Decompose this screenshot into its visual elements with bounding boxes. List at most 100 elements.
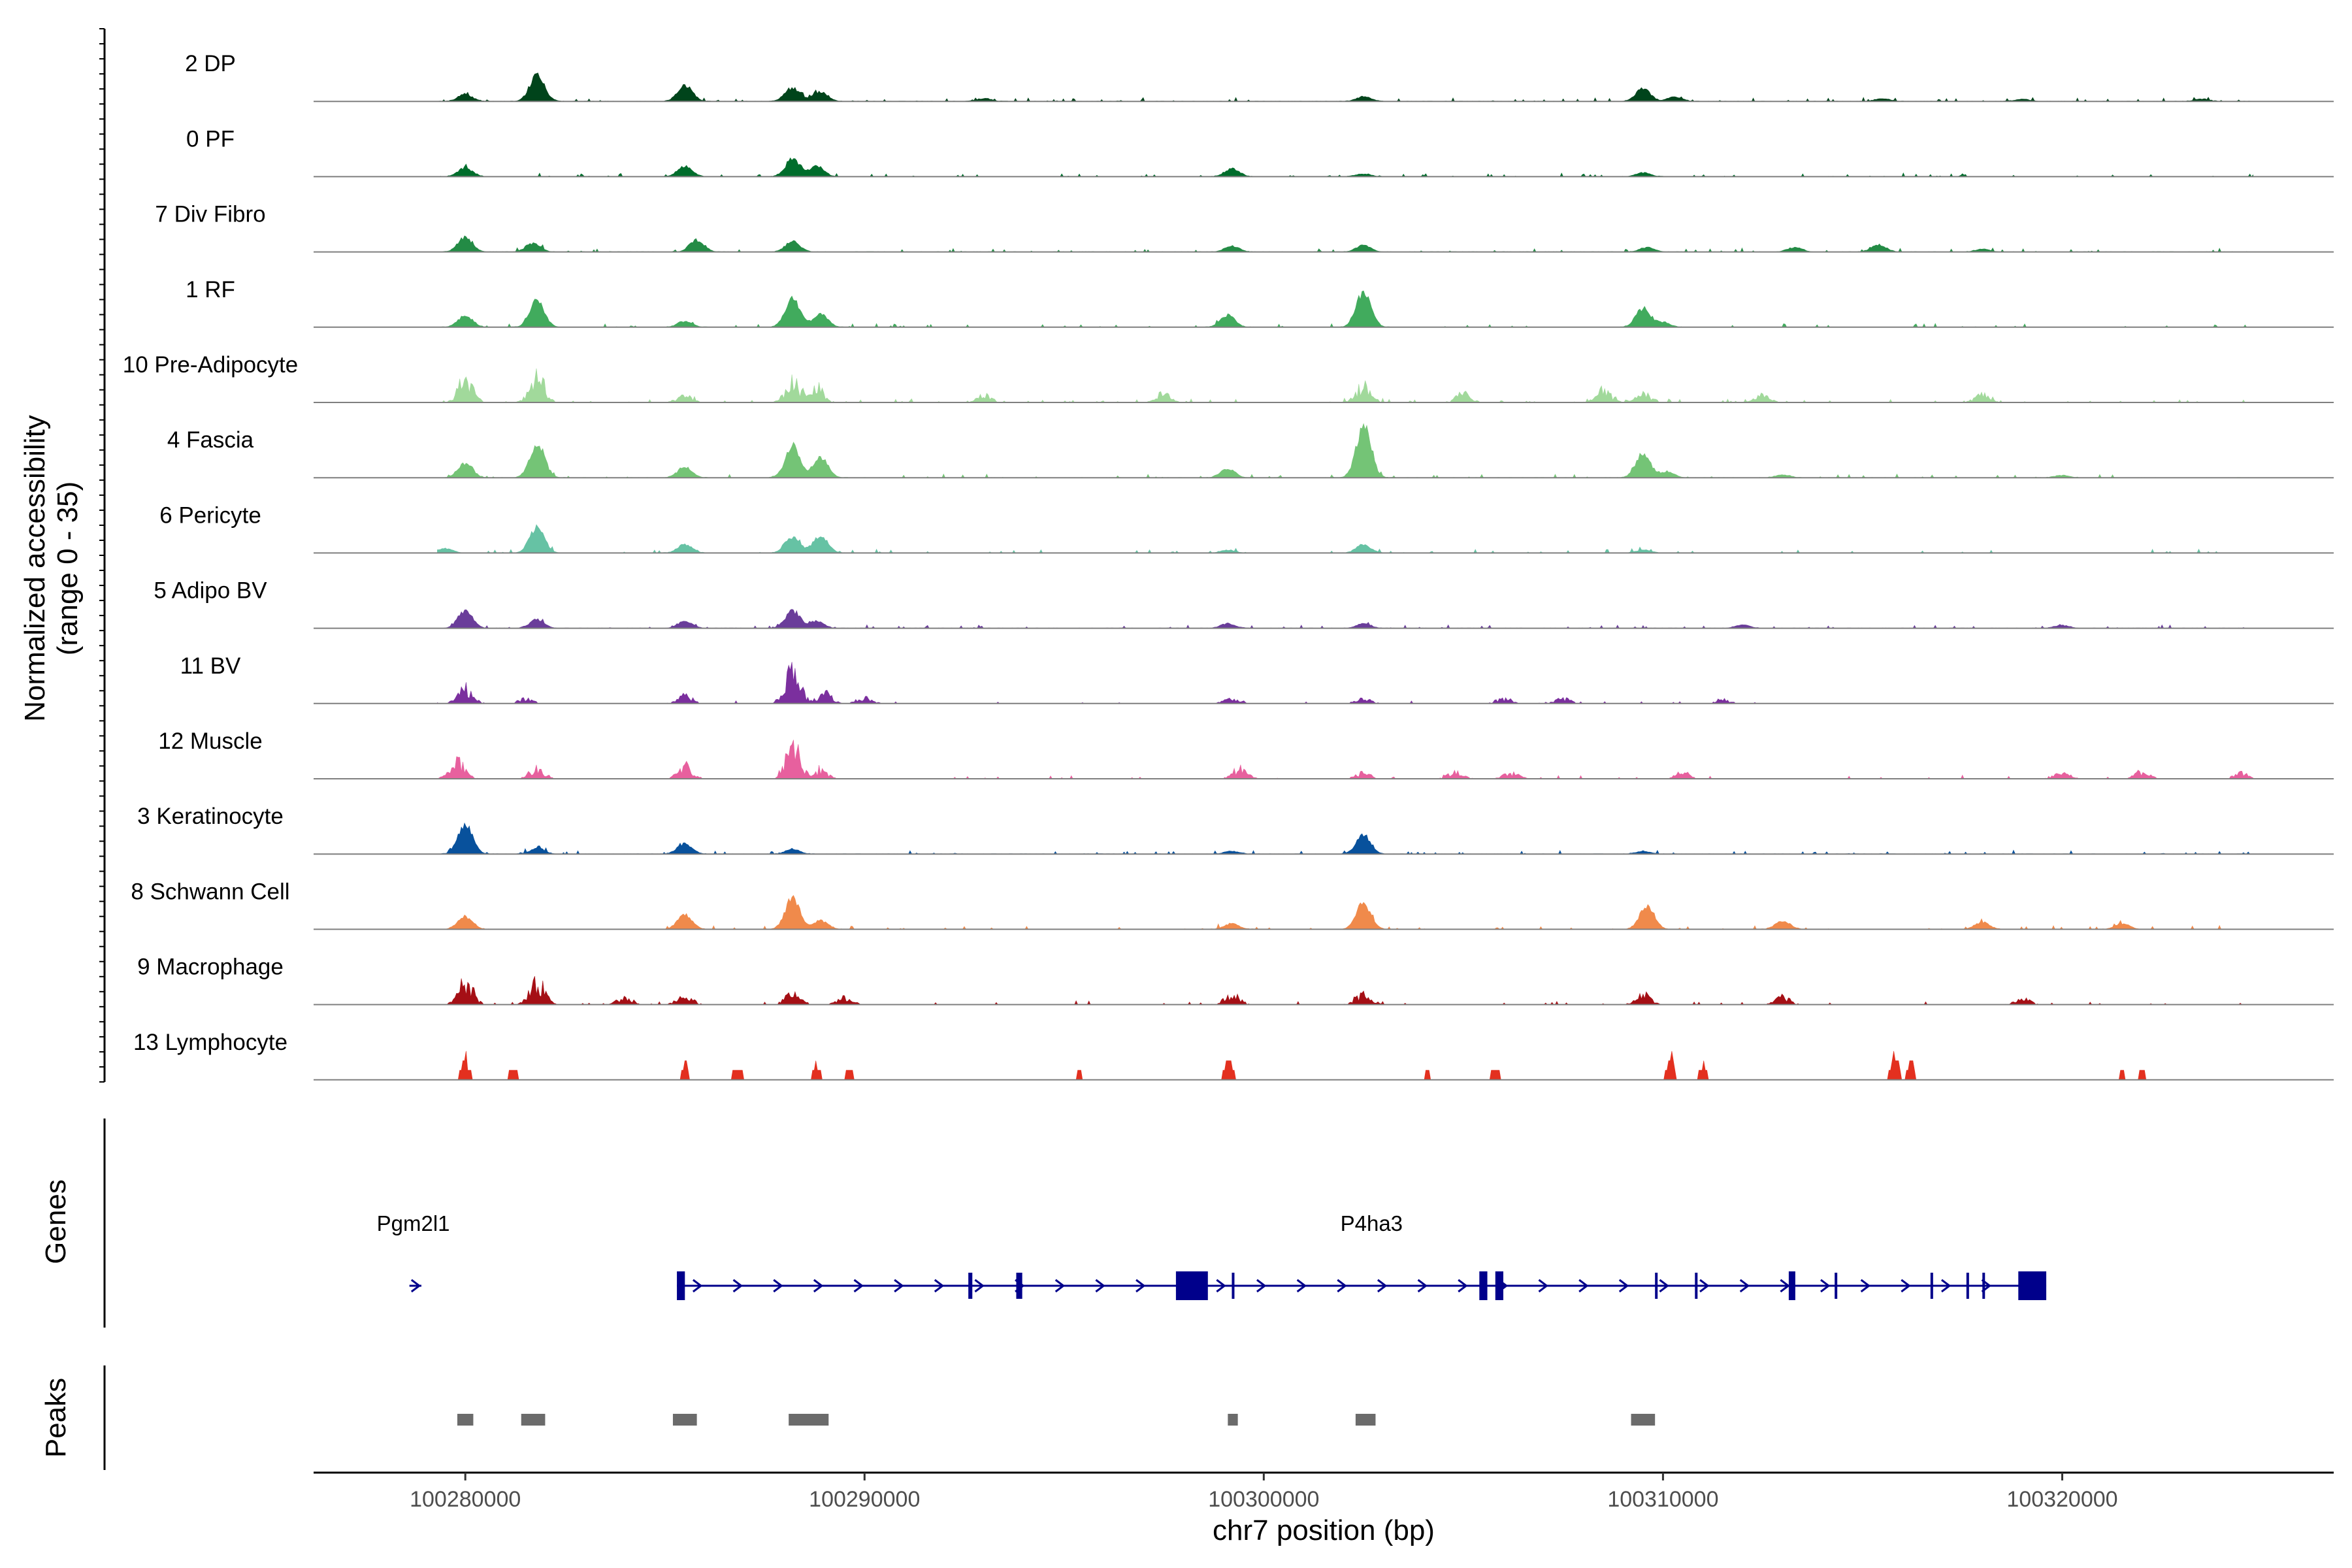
coverage-area	[437, 740, 2253, 779]
track-3: 1 RF	[186, 277, 2334, 328]
coverage-area	[437, 290, 2253, 328]
track-5: 4 Fascia	[167, 423, 2334, 479]
strand-arrow	[1337, 1279, 1347, 1293]
x-tick-label: 100300000	[1208, 1487, 1319, 1512]
y-axis-range: (range 0 - 35)	[52, 482, 84, 656]
coverage-area	[437, 423, 2253, 478]
gene-exon	[1495, 1271, 1503, 1300]
strand-arrow	[1901, 1279, 1911, 1293]
track-label: 10 Pre-Adipocyte	[123, 352, 298, 378]
coverage-area	[437, 157, 2253, 177]
strand-arrow	[853, 1279, 864, 1293]
gene-pgm2l1: Pgm2l1	[377, 1211, 450, 1293]
strand-arrow	[773, 1279, 783, 1293]
track-label: 8 Schwann Cell	[131, 879, 289, 904]
track-6: 6 Pericyte	[159, 502, 2334, 554]
strand-arrow	[1095, 1279, 1105, 1293]
gene-exon	[1175, 1271, 1208, 1300]
strand-arrow	[1699, 1279, 1710, 1293]
coverage-area	[437, 524, 2253, 553]
genes-track-title: Genes	[40, 1179, 72, 1264]
gene-exon	[1479, 1271, 1488, 1300]
track-11: 8 Schwann Cell	[131, 879, 2334, 930]
track-label: 0 PF	[186, 126, 235, 152]
track-label: 12 Muscle	[158, 728, 263, 754]
gene-exon-small	[1232, 1273, 1235, 1299]
track-label: 13 Lymphocyte	[133, 1030, 287, 1055]
strand-arrow	[813, 1279, 824, 1293]
track-2: 7 Div Fibro	[155, 202, 2334, 253]
track-1: 0 PF	[186, 126, 2334, 178]
y-axis-title: Normalized accessibility	[19, 415, 51, 721]
peaks-track-title: Peaks	[40, 1378, 72, 1458]
x-tick-label: 100290000	[809, 1487, 920, 1512]
peak-region	[1631, 1414, 1656, 1426]
y-axis	[99, 28, 106, 1083]
coverage-area	[437, 662, 1782, 704]
track-label: 6 Pericyte	[159, 502, 261, 528]
coverage-area	[437, 609, 2253, 629]
track-label: 7 Div Fibro	[155, 202, 265, 227]
strand-arrow	[410, 1279, 421, 1293]
gene-exon	[2018, 1271, 2047, 1300]
peaks-track	[103, 1365, 1656, 1470]
gene-exon-small	[968, 1273, 973, 1299]
coverage-area	[437, 894, 2253, 930]
peak-region	[457, 1414, 474, 1426]
gene-exon-small	[1655, 1273, 1658, 1299]
gene-exon-small	[1695, 1273, 1698, 1299]
track-9: 12 Muscle	[158, 728, 2334, 779]
coverage-area	[437, 73, 2253, 102]
strand-arrow	[1538, 1279, 1548, 1293]
gene-exon-small	[1930, 1273, 1933, 1299]
strand-arrow	[732, 1279, 743, 1293]
track-label: 3 Keratinocyte	[137, 804, 284, 829]
gene-label: P4ha3	[1341, 1211, 1403, 1235]
track-10: 3 Keratinocyte	[137, 804, 2334, 855]
strand-arrow	[1941, 1279, 1952, 1293]
coverage-area	[437, 368, 2253, 403]
track-label: 2 DP	[185, 51, 236, 76]
strand-arrow	[1618, 1279, 1629, 1293]
strand-arrow	[894, 1279, 904, 1293]
track-label: 9 Macrophage	[137, 955, 284, 980]
coverage-area	[437, 1051, 2253, 1081]
track-label: 5 Adipo BV	[154, 578, 267, 604]
gene-exon-small	[1966, 1273, 1969, 1299]
strand-arrow	[1458, 1279, 1468, 1293]
strand-arrow	[1417, 1279, 1428, 1293]
strand-arrow	[1820, 1279, 1831, 1293]
track-label: 1 RF	[186, 277, 235, 302]
x-axis: 100280000 100290000 100300000 100310000 1003…	[314, 1471, 2334, 1512]
strand-arrow	[1780, 1279, 1790, 1293]
track-4: 10 Pre-Adipocyte	[123, 352, 2334, 403]
track-13: 13 Lymphocyte	[133, 1030, 2334, 1081]
peak-region	[789, 1414, 829, 1426]
strand-arrow	[1054, 1279, 1066, 1293]
strand-arrow	[934, 1279, 945, 1293]
strand-arrow	[1860, 1279, 1871, 1293]
gene-p4ha3: P4ha3	[677, 1211, 2047, 1300]
strand-arrow	[1216, 1279, 1226, 1293]
strand-arrow	[1578, 1279, 1589, 1293]
coverage-area	[437, 976, 2253, 1005]
strand-arrow	[1135, 1279, 1146, 1293]
peak-region	[1355, 1414, 1376, 1426]
gene-exon-small	[1016, 1273, 1022, 1299]
track-7: 5 Adipo BV	[154, 578, 2334, 629]
gene-exon-small	[1982, 1273, 1985, 1299]
strand-arrow	[1377, 1279, 1388, 1293]
peak-region	[1228, 1414, 1238, 1426]
gene-exon-small	[1835, 1273, 1838, 1299]
strand-arrow	[1296, 1279, 1307, 1293]
strand-arrow	[1739, 1279, 1750, 1293]
coverage-area	[437, 822, 2253, 855]
track-0: 2 DP	[185, 51, 2334, 103]
strand-arrow	[692, 1279, 703, 1293]
track-12: 9 Macrophage	[137, 955, 2334, 1005]
track-8: 11 BV	[180, 653, 2334, 704]
gene-label: Pgm2l1	[377, 1211, 450, 1235]
x-tick-label: 100310000	[1607, 1487, 1718, 1512]
peak-region	[672, 1414, 697, 1426]
